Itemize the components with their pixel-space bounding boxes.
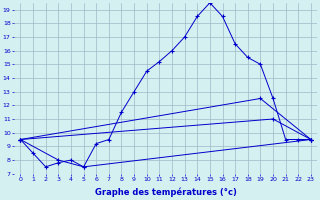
X-axis label: Graphe des températures (°c): Graphe des températures (°c) xyxy=(95,188,236,197)
